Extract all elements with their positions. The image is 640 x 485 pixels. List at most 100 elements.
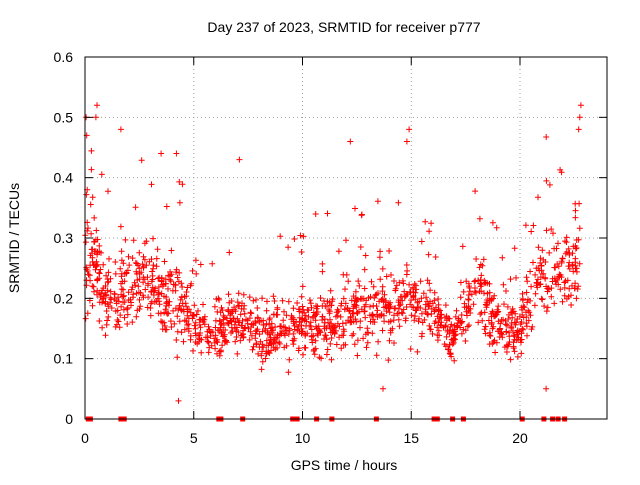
data-point [381,318,388,325]
data-point [129,255,136,262]
data-point [255,350,262,357]
data-point [338,300,345,307]
data-point [307,300,314,307]
data-point [352,316,359,323]
data-point [88,166,95,173]
data-point [248,310,255,317]
data-point [481,309,488,316]
data-point [385,357,392,364]
data-point [149,268,156,275]
data-point [118,248,125,255]
data-point [414,299,421,306]
data-point [434,324,441,331]
data-point [552,264,559,271]
data-point [212,345,219,352]
data-point [445,346,451,353]
data-point [328,335,335,341]
data-point [523,323,530,330]
data-point [472,277,479,284]
data-point [290,305,297,312]
data-point [324,210,331,217]
data-point [544,304,551,311]
data-point [179,284,186,290]
data-point [239,300,245,307]
data-point [477,276,484,283]
data-point [314,303,321,310]
data-point [532,290,539,297]
data-point [341,306,348,313]
data-point [470,301,477,308]
data-point [511,245,518,252]
data-point [315,323,322,330]
data-point [566,259,573,266]
data-point [523,274,530,281]
data-point [361,266,368,273]
data-point [518,330,525,337]
data-point [343,237,349,244]
data-point [228,329,234,336]
data-point [463,304,470,311]
data-point [535,244,542,251]
data-point [347,138,354,145]
data-point [484,301,491,308]
data-point [310,348,317,354]
data-point [406,126,413,133]
data-point [112,259,119,265]
data-point [257,338,264,345]
data-point [191,302,198,309]
data-point [509,305,516,312]
data-point [189,267,196,274]
data-point [525,307,532,314]
data-point [403,138,410,145]
data-point [129,284,136,291]
data-point [476,288,483,295]
data-point [267,339,273,346]
data-point [566,249,573,256]
data-point [276,340,283,347]
data-point [559,255,566,262]
data-point [538,263,545,269]
data-point [277,330,284,337]
data-point [153,263,160,270]
data-point [115,298,122,305]
data-point [575,126,582,133]
data-point [476,215,483,222]
data-point [503,328,510,335]
data-point [140,264,147,271]
data-point [314,330,321,337]
data-point [412,313,418,320]
data-point [120,306,127,313]
data-point [278,323,285,330]
data-point [424,277,431,284]
data-point [420,290,427,297]
data-point [543,134,550,140]
data-point [246,336,253,343]
data-point [204,334,211,341]
data-point [379,288,386,295]
data-point [349,310,356,317]
data-point [413,286,420,293]
data-point [198,349,205,356]
data-point [307,319,314,326]
data-point [86,272,93,279]
data-point [285,298,292,305]
data-point [289,337,296,344]
data-point [94,251,101,258]
data-point [120,286,127,293]
data-point [383,273,390,280]
data-point [557,286,564,293]
data-point [511,319,518,326]
data-point [312,211,319,217]
data-point [398,293,405,300]
data-point [263,307,270,314]
data-point [490,295,496,302]
data-point [464,323,471,330]
data-point [520,303,527,310]
data-point [477,283,484,290]
data-point [322,332,329,339]
data-point [486,329,493,336]
data-point [114,321,120,328]
data-point [118,286,125,293]
data-point [300,233,307,240]
data-point [137,290,144,296]
